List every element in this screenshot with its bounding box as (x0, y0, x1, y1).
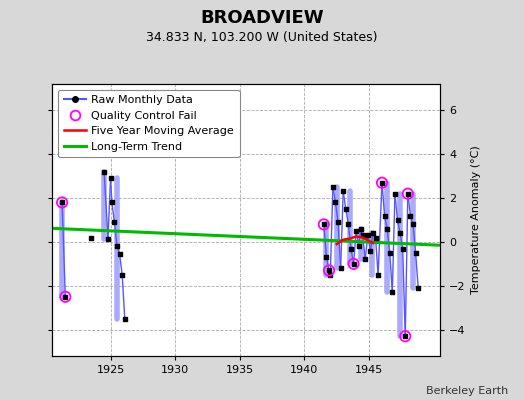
Point (374, 272, 383, 278)
Point (325, 267, 333, 274)
Point (58, 199, 67, 206)
Point (336, 265, 345, 272)
Point (107, 199, 116, 206)
Point (386, 250, 394, 256)
Point (347, 245, 355, 252)
Point (326, 272, 334, 278)
Point (372, 234, 380, 241)
Point (411, 250, 420, 256)
Point (325, 267, 333, 274)
Point (87, 234, 95, 241)
Legend: Raw Monthly Data, Quality Control Fail, Five Year Moving Average, Long-Term Tren: Raw Monthly Data, Quality Control Fail, … (58, 90, 239, 157)
Point (352, 228, 361, 234)
Point (401, 333, 409, 340)
Point (378, 180, 386, 186)
Point (331, 199, 340, 206)
Point (356, 226, 365, 232)
Point (106, 175, 115, 182)
Point (364, 232, 372, 238)
Point (113, 243, 121, 250)
Point (378, 180, 386, 186)
Point (383, 226, 391, 232)
Point (342, 206, 350, 212)
Point (396, 230, 405, 236)
Point (388, 289, 397, 296)
Point (350, 261, 358, 267)
Point (406, 212, 414, 219)
Text: Berkeley Earth: Berkeley Earth (426, 386, 508, 396)
Point (118, 272, 126, 278)
Point (104, 236, 112, 242)
Point (369, 230, 377, 236)
Point (334, 219, 342, 225)
Text: 34.833 N, 103.200 W (United States): 34.833 N, 103.200 W (United States) (146, 32, 378, 44)
Point (339, 188, 347, 195)
Point (401, 333, 409, 340)
Y-axis label: Temperature Anomaly (°C): Temperature Anomaly (°C) (471, 146, 481, 294)
Point (344, 221, 353, 228)
Point (61, 294, 70, 300)
Text: BROADVIEW: BROADVIEW (200, 9, 324, 27)
Point (350, 261, 358, 267)
Point (61, 294, 70, 300)
Point (355, 243, 363, 250)
Point (398, 245, 407, 252)
Point (361, 256, 369, 263)
Point (403, 190, 412, 197)
Point (358, 232, 367, 238)
Point (58, 199, 67, 206)
Point (322, 254, 331, 260)
Point (110, 219, 118, 225)
Point (380, 212, 389, 219)
Point (320, 221, 328, 228)
Point (394, 217, 402, 223)
Point (414, 285, 422, 291)
Point (403, 190, 412, 197)
Point (409, 221, 417, 228)
Point (320, 221, 328, 228)
Point (329, 184, 337, 190)
Point (391, 190, 399, 197)
Point (366, 248, 375, 254)
Point (100, 168, 108, 175)
Point (121, 316, 129, 322)
Point (115, 251, 124, 257)
